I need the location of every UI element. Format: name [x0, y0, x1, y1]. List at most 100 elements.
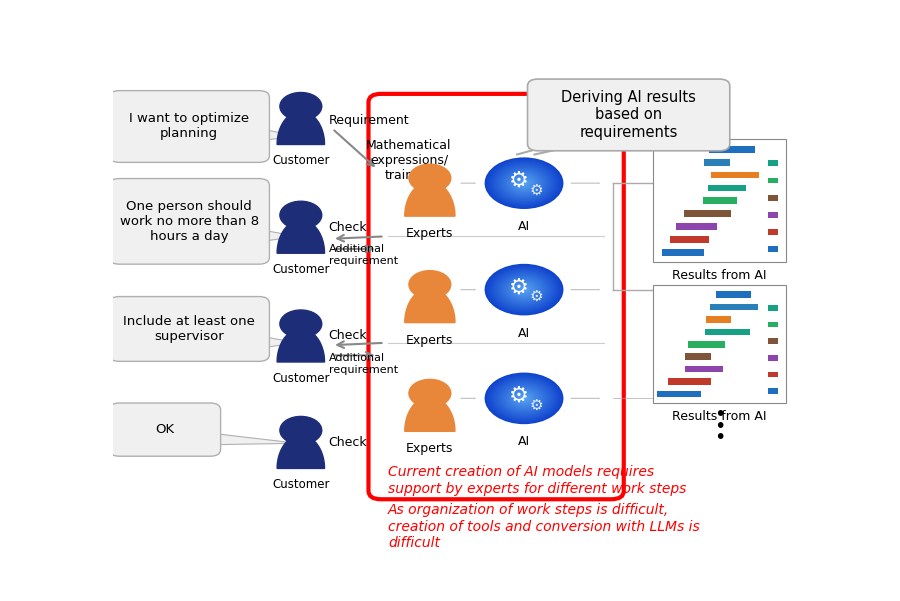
Bar: [685, 353, 711, 360]
Circle shape: [521, 288, 526, 291]
Circle shape: [507, 171, 542, 195]
Text: Customer: Customer: [272, 263, 329, 276]
Polygon shape: [277, 435, 325, 468]
FancyBboxPatch shape: [109, 403, 220, 456]
Bar: [668, 378, 711, 385]
Circle shape: [507, 386, 542, 410]
Bar: [769, 371, 778, 377]
Text: ⚙: ⚙: [530, 398, 544, 413]
Circle shape: [497, 380, 551, 416]
Circle shape: [502, 169, 545, 198]
Circle shape: [515, 392, 534, 404]
Bar: [710, 172, 759, 178]
Circle shape: [504, 169, 544, 197]
Bar: [710, 304, 759, 310]
Bar: [769, 246, 778, 252]
Text: ⚙: ⚙: [508, 171, 528, 191]
FancyBboxPatch shape: [109, 178, 269, 264]
Bar: [716, 291, 751, 298]
Circle shape: [500, 382, 548, 415]
Circle shape: [491, 268, 556, 311]
Circle shape: [500, 273, 548, 306]
Circle shape: [280, 93, 322, 120]
Circle shape: [523, 182, 526, 184]
Text: As organization of work steps is difficult,
creation of tools and conversion wit: As organization of work steps is difficu…: [388, 504, 700, 550]
Circle shape: [504, 385, 544, 412]
Polygon shape: [405, 288, 455, 323]
Circle shape: [491, 267, 558, 312]
Circle shape: [510, 281, 537, 299]
Bar: [684, 210, 731, 217]
Circle shape: [521, 182, 526, 185]
Circle shape: [486, 158, 562, 208]
Circle shape: [507, 278, 542, 301]
Circle shape: [515, 177, 534, 189]
Circle shape: [499, 166, 550, 200]
Circle shape: [485, 373, 563, 424]
Bar: [656, 391, 701, 397]
Bar: [707, 185, 745, 191]
Circle shape: [494, 270, 554, 310]
Bar: [704, 159, 730, 166]
Circle shape: [523, 288, 526, 290]
Bar: [705, 329, 751, 335]
Circle shape: [518, 394, 531, 403]
Circle shape: [483, 156, 564, 210]
Text: Customer: Customer: [272, 372, 329, 385]
Circle shape: [493, 378, 555, 419]
Bar: [685, 366, 723, 372]
Polygon shape: [259, 336, 297, 347]
Bar: [653, 285, 786, 403]
Text: Mathematical
expressions/
training: Mathematical expressions/ training: [366, 139, 452, 182]
Text: Current creation of AI models requires
support by experts for different work ste: Current creation of AI models requires s…: [388, 466, 687, 496]
Bar: [769, 388, 778, 394]
Circle shape: [509, 280, 539, 299]
Text: Results from AI: Results from AI: [672, 269, 767, 282]
Bar: [769, 229, 778, 235]
FancyBboxPatch shape: [109, 91, 269, 162]
Circle shape: [494, 379, 554, 418]
Circle shape: [501, 383, 547, 413]
Circle shape: [505, 171, 543, 196]
Circle shape: [502, 275, 545, 304]
Bar: [769, 195, 778, 201]
Text: Include at least one
supervisor: Include at least one supervisor: [123, 315, 256, 343]
Circle shape: [483, 371, 564, 426]
Circle shape: [512, 390, 536, 406]
Text: Customer: Customer: [272, 154, 329, 168]
Bar: [769, 305, 778, 311]
Circle shape: [496, 165, 553, 202]
Circle shape: [520, 395, 528, 401]
Circle shape: [515, 283, 534, 296]
Circle shape: [497, 165, 551, 201]
Circle shape: [516, 178, 532, 189]
Circle shape: [505, 386, 543, 411]
Bar: [670, 236, 708, 243]
Circle shape: [483, 263, 564, 317]
Bar: [769, 338, 778, 344]
Circle shape: [501, 168, 547, 198]
Circle shape: [409, 270, 451, 299]
Circle shape: [280, 416, 322, 444]
Circle shape: [505, 277, 543, 302]
Circle shape: [518, 285, 531, 294]
Circle shape: [509, 173, 539, 193]
Circle shape: [409, 164, 451, 192]
Text: Experts: Experts: [406, 227, 454, 240]
Bar: [769, 322, 778, 328]
Circle shape: [516, 284, 532, 295]
Circle shape: [508, 172, 540, 194]
Circle shape: [488, 159, 561, 207]
Text: I want to optimize
planning: I want to optimize planning: [130, 112, 249, 141]
Circle shape: [409, 379, 451, 407]
Circle shape: [491, 161, 558, 206]
Text: •: •: [714, 405, 725, 424]
Circle shape: [496, 271, 553, 308]
Polygon shape: [259, 230, 297, 241]
Text: Results from AI: Results from AI: [672, 410, 767, 423]
Circle shape: [508, 388, 540, 409]
Circle shape: [491, 377, 556, 420]
Circle shape: [491, 376, 558, 421]
Circle shape: [488, 374, 561, 423]
Bar: [769, 355, 778, 361]
